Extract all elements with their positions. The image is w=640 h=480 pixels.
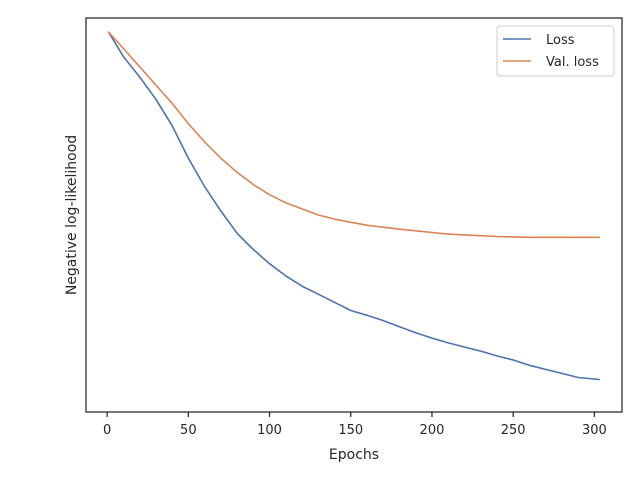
y-axis-title: Negative log-likelihood bbox=[64, 135, 80, 295]
series-line-1 bbox=[107, 31, 601, 381]
x-axis: 0 50 100 150 200 250 300 bbox=[103, 412, 607, 438]
x-axis-title: Epochs bbox=[329, 447, 379, 463]
x-tick-label: 0 bbox=[103, 423, 111, 438]
legend-label-2: Val. loss bbox=[546, 55, 599, 70]
x-tick-label: 100 bbox=[257, 423, 282, 438]
x-tick-label: 150 bbox=[338, 423, 363, 438]
plot-frame bbox=[85, 17, 623, 413]
plot-background bbox=[86, 18, 622, 412]
x-tick-label: 200 bbox=[420, 423, 445, 438]
x-tick-label: 250 bbox=[501, 423, 526, 438]
legend: Loss Val. loss bbox=[496, 25, 615, 77]
series-lines bbox=[107, 31, 601, 381]
x-tick-label: 300 bbox=[582, 423, 607, 438]
x-tick-label: 50 bbox=[180, 423, 197, 438]
legend-label-1: Loss bbox=[546, 33, 575, 48]
series-line-2 bbox=[107, 31, 601, 239]
